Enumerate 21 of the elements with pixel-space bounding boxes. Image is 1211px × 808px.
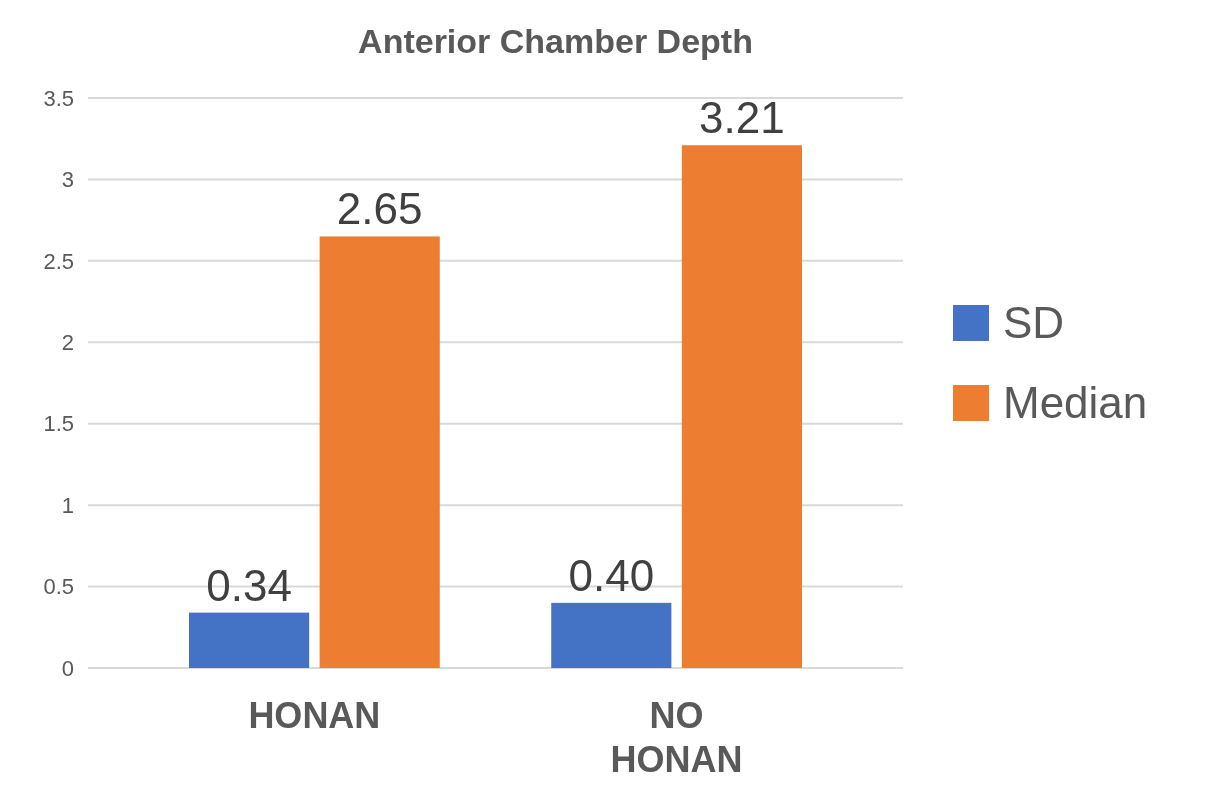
data-label: 0.34 [206, 560, 292, 610]
y-tick-label: 2 [61, 329, 74, 355]
bar [189, 612, 310, 668]
y-tick-label: 3 [61, 167, 74, 193]
y-tick-label: 0.5 [43, 574, 74, 600]
bar [551, 602, 672, 668]
bar [319, 236, 440, 668]
y-tick-label: 1.5 [43, 411, 74, 437]
y-tick-label: 3.5 [43, 85, 74, 111]
data-label: 2.65 [336, 184, 423, 234]
data-label: 3.21 [699, 93, 785, 143]
legend-label: SD [1003, 298, 1065, 348]
y-tick-label: 2.5 [43, 248, 74, 274]
chart-title: Anterior Chamber Depth [358, 22, 753, 60]
legend-label: Median [1003, 378, 1148, 428]
data-label: 0.40 [568, 550, 655, 600]
y-tick-label: 0 [61, 655, 74, 681]
x-tick-label: NO HONAN [610, 695, 743, 780]
x-tick-label: HONAN [248, 695, 381, 736]
bar [681, 145, 802, 668]
y-tick-label: 1 [61, 492, 74, 518]
